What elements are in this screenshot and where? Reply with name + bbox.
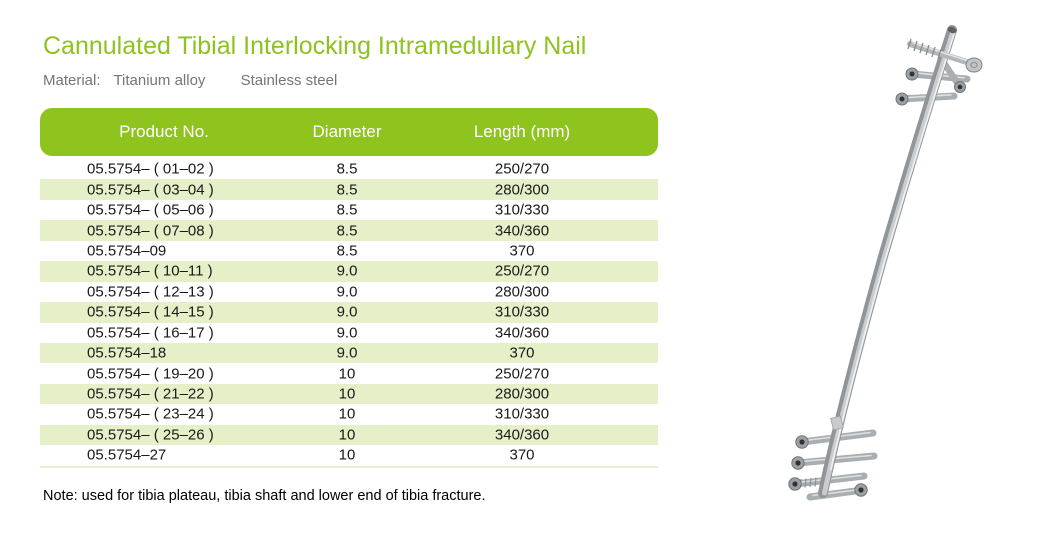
table-row: 05.5754– ( 16–17 ) 9.0 340/360 (40, 323, 658, 343)
cell-length: 310/330 (494, 405, 550, 423)
cell-product-no: 05.5754– ( 07–08 ) (87, 222, 214, 240)
cell-diameter: 10 (338, 385, 356, 403)
cell-length: 340/360 (494, 222, 550, 240)
cell-length: 370 (509, 344, 535, 362)
table-row: 05.5754– ( 10–11 ) 9.0 250/270 (40, 261, 658, 282)
cell-length: 310/330 (494, 201, 550, 219)
table-row: 05.5754– ( 23–24 ) 10 310/330 (40, 404, 658, 424)
cell-diameter: 9.0 (336, 324, 358, 342)
cell-diameter: 8.5 (336, 222, 358, 240)
cell-length: 310/330 (494, 303, 550, 321)
table-row: 05.5754– ( 25–26 ) 10 340/360 (40, 424, 658, 446)
cell-length: 250/270 (494, 365, 550, 383)
cell-length: 250/270 (494, 160, 550, 178)
page-title: Cannulated Tibial Interlocking Intramedu… (43, 32, 587, 60)
material-option-stainless: Stainless steel (240, 72, 338, 89)
table-row: 05.5754– ( 07–08 ) 8.5 340/360 (40, 220, 658, 241)
cell-product-no: 05.5754– ( 12–13 ) (87, 283, 214, 301)
cell-diameter: 8.5 (336, 242, 358, 260)
cell-product-no: 05.5754–27 (87, 446, 167, 464)
cell-product-no: 05.5754– ( 05–06 ) (87, 201, 214, 219)
cell-length: 280/300 (494, 385, 550, 403)
cell-diameter: 8.5 (336, 160, 358, 178)
cell-diameter: 8.5 (336, 181, 358, 199)
cell-product-no: 05.5754– ( 14–15 ) (87, 303, 214, 321)
table-row: 05.5754– ( 14–15 ) 9.0 310/330 (40, 302, 658, 323)
cell-length: 280/300 (494, 283, 550, 301)
cell-diameter: 10 (338, 365, 356, 383)
column-header-product-no: Product No. (119, 122, 209, 141)
cell-diameter: 10 (338, 405, 356, 423)
material-option-titanium: Titanium alloy (113, 72, 206, 89)
cell-length: 280/300 (494, 181, 550, 199)
nail-photo (785, 8, 1015, 528)
cell-diameter: 9.0 (336, 283, 358, 301)
cell-length: 250/270 (494, 262, 550, 280)
cell-product-no: 05.5754–09 (87, 242, 167, 260)
table-bottom-rule (40, 466, 658, 468)
material-line: Material: Titanium alloy Stainless steel (43, 71, 337, 90)
table-row: 05.5754– ( 12–13 ) 9.0 280/300 (40, 282, 658, 302)
cell-product-no: 05.5754–18 (87, 344, 167, 362)
table-row: 05.5754–18 9.0 370 (40, 342, 658, 364)
cell-product-no: 05.5754– ( 03–04 ) (87, 181, 214, 199)
nail-shaft (818, 25, 957, 498)
cell-product-no: 05.5754– ( 10–11 ) (87, 262, 213, 280)
cell-diameter: 8.5 (336, 201, 358, 219)
table-row: 05.5754– ( 21–22 ) 10 280/300 (40, 383, 658, 405)
table-header: Product No. Diameter Length (mm) (40, 108, 658, 156)
cell-length: 370 (509, 242, 535, 260)
cell-length: 340/360 (494, 426, 550, 444)
table-row: 05.5754–09 8.5 370 (40, 241, 658, 261)
cell-diameter: 9.0 (336, 344, 358, 362)
table-row: 05.5754–27 10 370 (40, 445, 658, 465)
material-label: Material: (43, 72, 101, 89)
table-body: 05.5754– ( 01–02 ) 8.5 250/270 05.5754– … (40, 159, 658, 466)
cell-product-no: 05.5754– ( 19–20 ) (87, 365, 214, 383)
cell-length: 340/360 (494, 324, 550, 342)
table-row: 05.5754– ( 05–06 ) 8.5 310/330 (40, 200, 658, 220)
cell-product-no: 05.5754– ( 23–24 ) (87, 405, 214, 423)
cell-product-no: 05.5754– ( 01–02 ) (87, 160, 214, 178)
column-header-diameter: Diameter (312, 122, 382, 141)
cell-diameter: 10 (338, 426, 356, 444)
table-row: 05.5754– ( 19–20 ) 10 250/270 (40, 363, 658, 383)
table-row: 05.5754– ( 01–02 ) 8.5 250/270 (40, 159, 658, 179)
cell-product-no: 05.5754– ( 25–26 ) (87, 426, 214, 444)
cell-product-no: 05.5754– ( 21–22 ) (87, 385, 214, 403)
cell-diameter: 9.0 (336, 262, 358, 280)
table-row: 05.5754– ( 03–04 ) 8.5 280/300 (40, 179, 658, 200)
note-text: Note: used for tibia plateau, tibia shaf… (43, 488, 486, 504)
threaded-screw (907, 38, 983, 73)
cannulated-nail-illustration (788, 25, 983, 501)
cell-diameter: 10 (338, 446, 356, 464)
column-header-length: Length (mm) (473, 122, 571, 141)
cell-diameter: 9.0 (336, 303, 358, 321)
cell-product-no: 05.5754– ( 16–17 ) (87, 324, 214, 342)
cell-length: 370 (509, 446, 535, 464)
